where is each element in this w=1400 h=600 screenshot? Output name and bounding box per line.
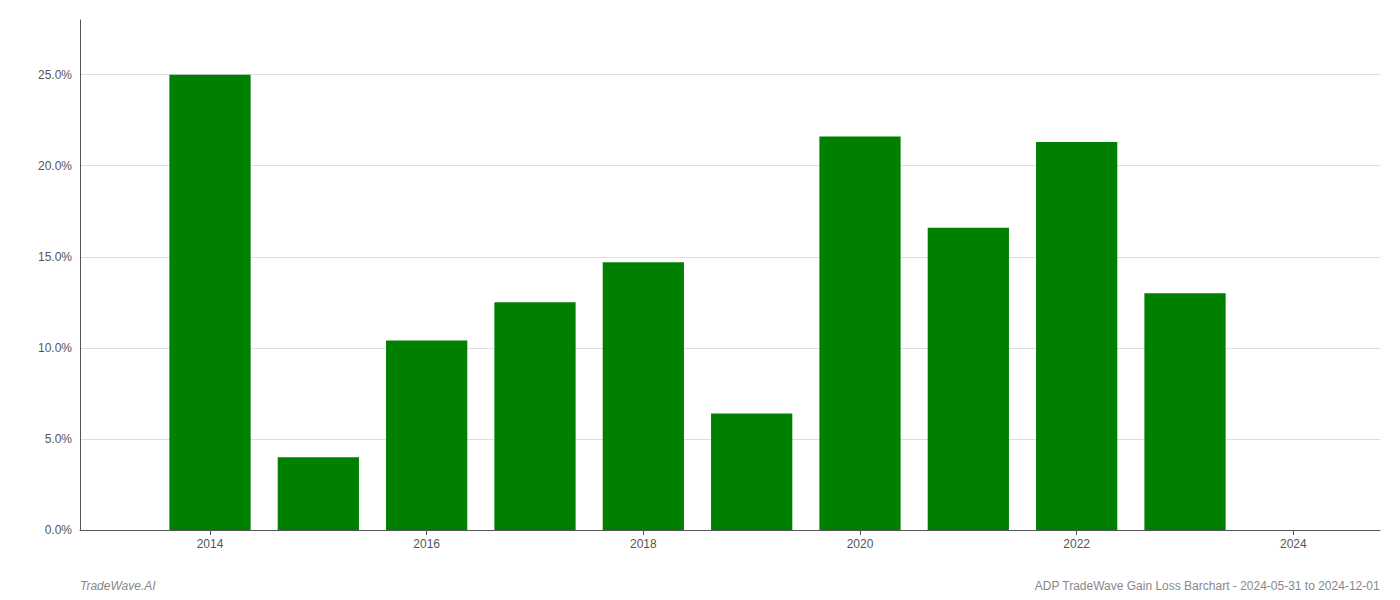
svg-text:TradeWave.AI: TradeWave.AI (80, 579, 156, 593)
svg-text:2020: 2020 (847, 537, 874, 551)
svg-text:2022: 2022 (1063, 537, 1090, 551)
svg-text:ADP TradeWave Gain Loss Barcha: ADP TradeWave Gain Loss Barchart - 2024-… (1035, 579, 1380, 593)
svg-text:2018: 2018 (630, 537, 657, 551)
svg-text:15.0%: 15.0% (38, 250, 72, 264)
svg-text:25.0%: 25.0% (38, 68, 72, 82)
svg-text:2014: 2014 (197, 537, 224, 551)
svg-text:0.0%: 0.0% (45, 523, 73, 537)
svg-text:2024: 2024 (1280, 537, 1307, 551)
svg-text:20.0%: 20.0% (38, 159, 72, 173)
svg-text:2016: 2016 (413, 537, 440, 551)
svg-text:10.0%: 10.0% (38, 341, 72, 355)
svg-text:5.0%: 5.0% (45, 432, 73, 446)
